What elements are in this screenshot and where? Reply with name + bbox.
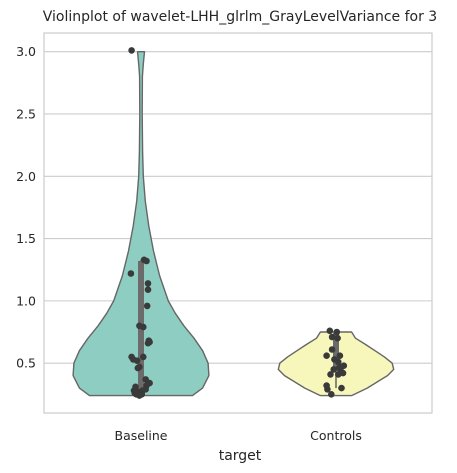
data-point <box>324 386 331 393</box>
data-point <box>142 386 149 393</box>
data-point <box>143 257 150 265</box>
data-point <box>140 323 147 331</box>
points <box>127 47 348 399</box>
data-point <box>328 333 336 341</box>
data-point <box>327 371 334 378</box>
data-point <box>328 391 335 398</box>
y-tick-label: 3.0 <box>16 44 36 59</box>
x-tick-labels: Baseline Controls <box>115 428 362 443</box>
y-tick-label: 1.0 <box>16 293 36 308</box>
x-axis-label: target <box>219 448 262 464</box>
data-point <box>134 364 142 372</box>
data-point <box>146 338 153 346</box>
data-point <box>334 334 341 342</box>
data-point <box>127 270 135 277</box>
x-tick-label: Baseline <box>115 428 168 443</box>
y-tick-label: 0.5 <box>16 356 36 371</box>
data-point <box>335 358 342 366</box>
x-tick-label: Controls <box>310 428 362 443</box>
data-point <box>339 369 347 377</box>
data-point <box>128 47 135 54</box>
data-point <box>338 384 345 392</box>
data-point <box>330 366 338 373</box>
data-point <box>333 328 341 336</box>
data-point <box>144 286 152 294</box>
data-point <box>336 352 344 360</box>
data-point <box>326 327 334 335</box>
data-point <box>328 346 336 353</box>
data-point <box>140 353 147 361</box>
y-tick-label: 2.0 <box>16 169 36 184</box>
chart-title: Violinplot of wavelet-LHH_glrlm_GrayLeve… <box>43 9 437 25</box>
y-tick-label: 2.5 <box>16 106 36 121</box>
data-point <box>133 357 141 365</box>
data-point <box>144 280 152 287</box>
data-point <box>138 391 146 398</box>
iqr-box-controls <box>333 333 339 371</box>
y-tick-labels: 0.5 1.0 1.5 2.0 2.5 3.0 <box>16 44 36 370</box>
data-point <box>131 389 139 397</box>
violin-baseline <box>72 51 210 397</box>
y-tick-label: 1.5 <box>16 231 36 246</box>
grid-lines <box>44 51 432 364</box>
plot-frame <box>43 32 433 414</box>
data-point <box>143 302 151 310</box>
data-point <box>323 352 330 360</box>
violins <box>72 51 395 397</box>
